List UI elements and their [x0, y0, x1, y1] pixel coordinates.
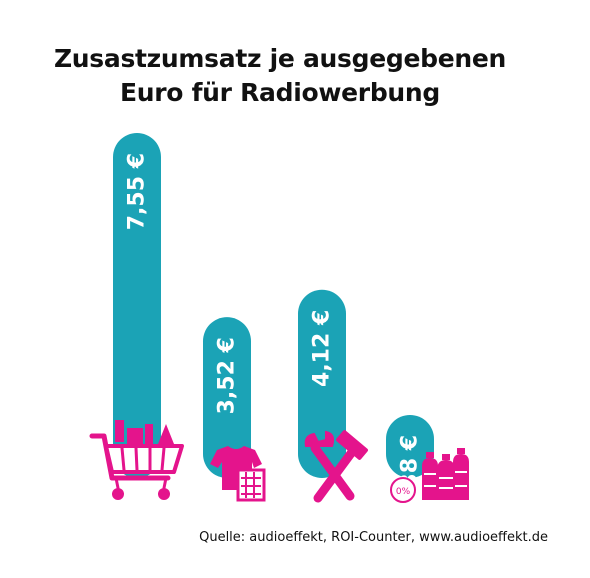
- chart-title: Zusastzumsatz je ausgegebenen Euro für R…: [0, 42, 560, 110]
- bar-value-label-3: 4,12 €: [310, 310, 335, 387]
- chart-title-line-2: Euro für Radiowerbung: [119, 78, 441, 107]
- svg-text:0%: 0%: [396, 487, 411, 497]
- source-note: Quelle: audioeffekt, ROI-Counter, www.au…: [199, 530, 548, 545]
- shopping-cart-icon: [89, 420, 184, 500]
- bar-value-label-2: 3,52 €: [215, 337, 240, 414]
- bar-4: [386, 414, 434, 478]
- bars-group: 7,55 €3,52 €4,12 €1,38 €: [113, 133, 434, 512]
- beverage-icon: 0%: [390, 448, 469, 503]
- bar-3: [298, 289, 346, 478]
- bar-1: [113, 133, 161, 478]
- bar-2: [203, 317, 251, 478]
- bar-value-label-1: 7,55 €: [125, 153, 150, 230]
- tools-icon: [304, 430, 368, 503]
- chart-title-line-1: Zusastzumsatz je ausgegebenen: [53, 44, 507, 73]
- clothing-icon: [210, 446, 266, 502]
